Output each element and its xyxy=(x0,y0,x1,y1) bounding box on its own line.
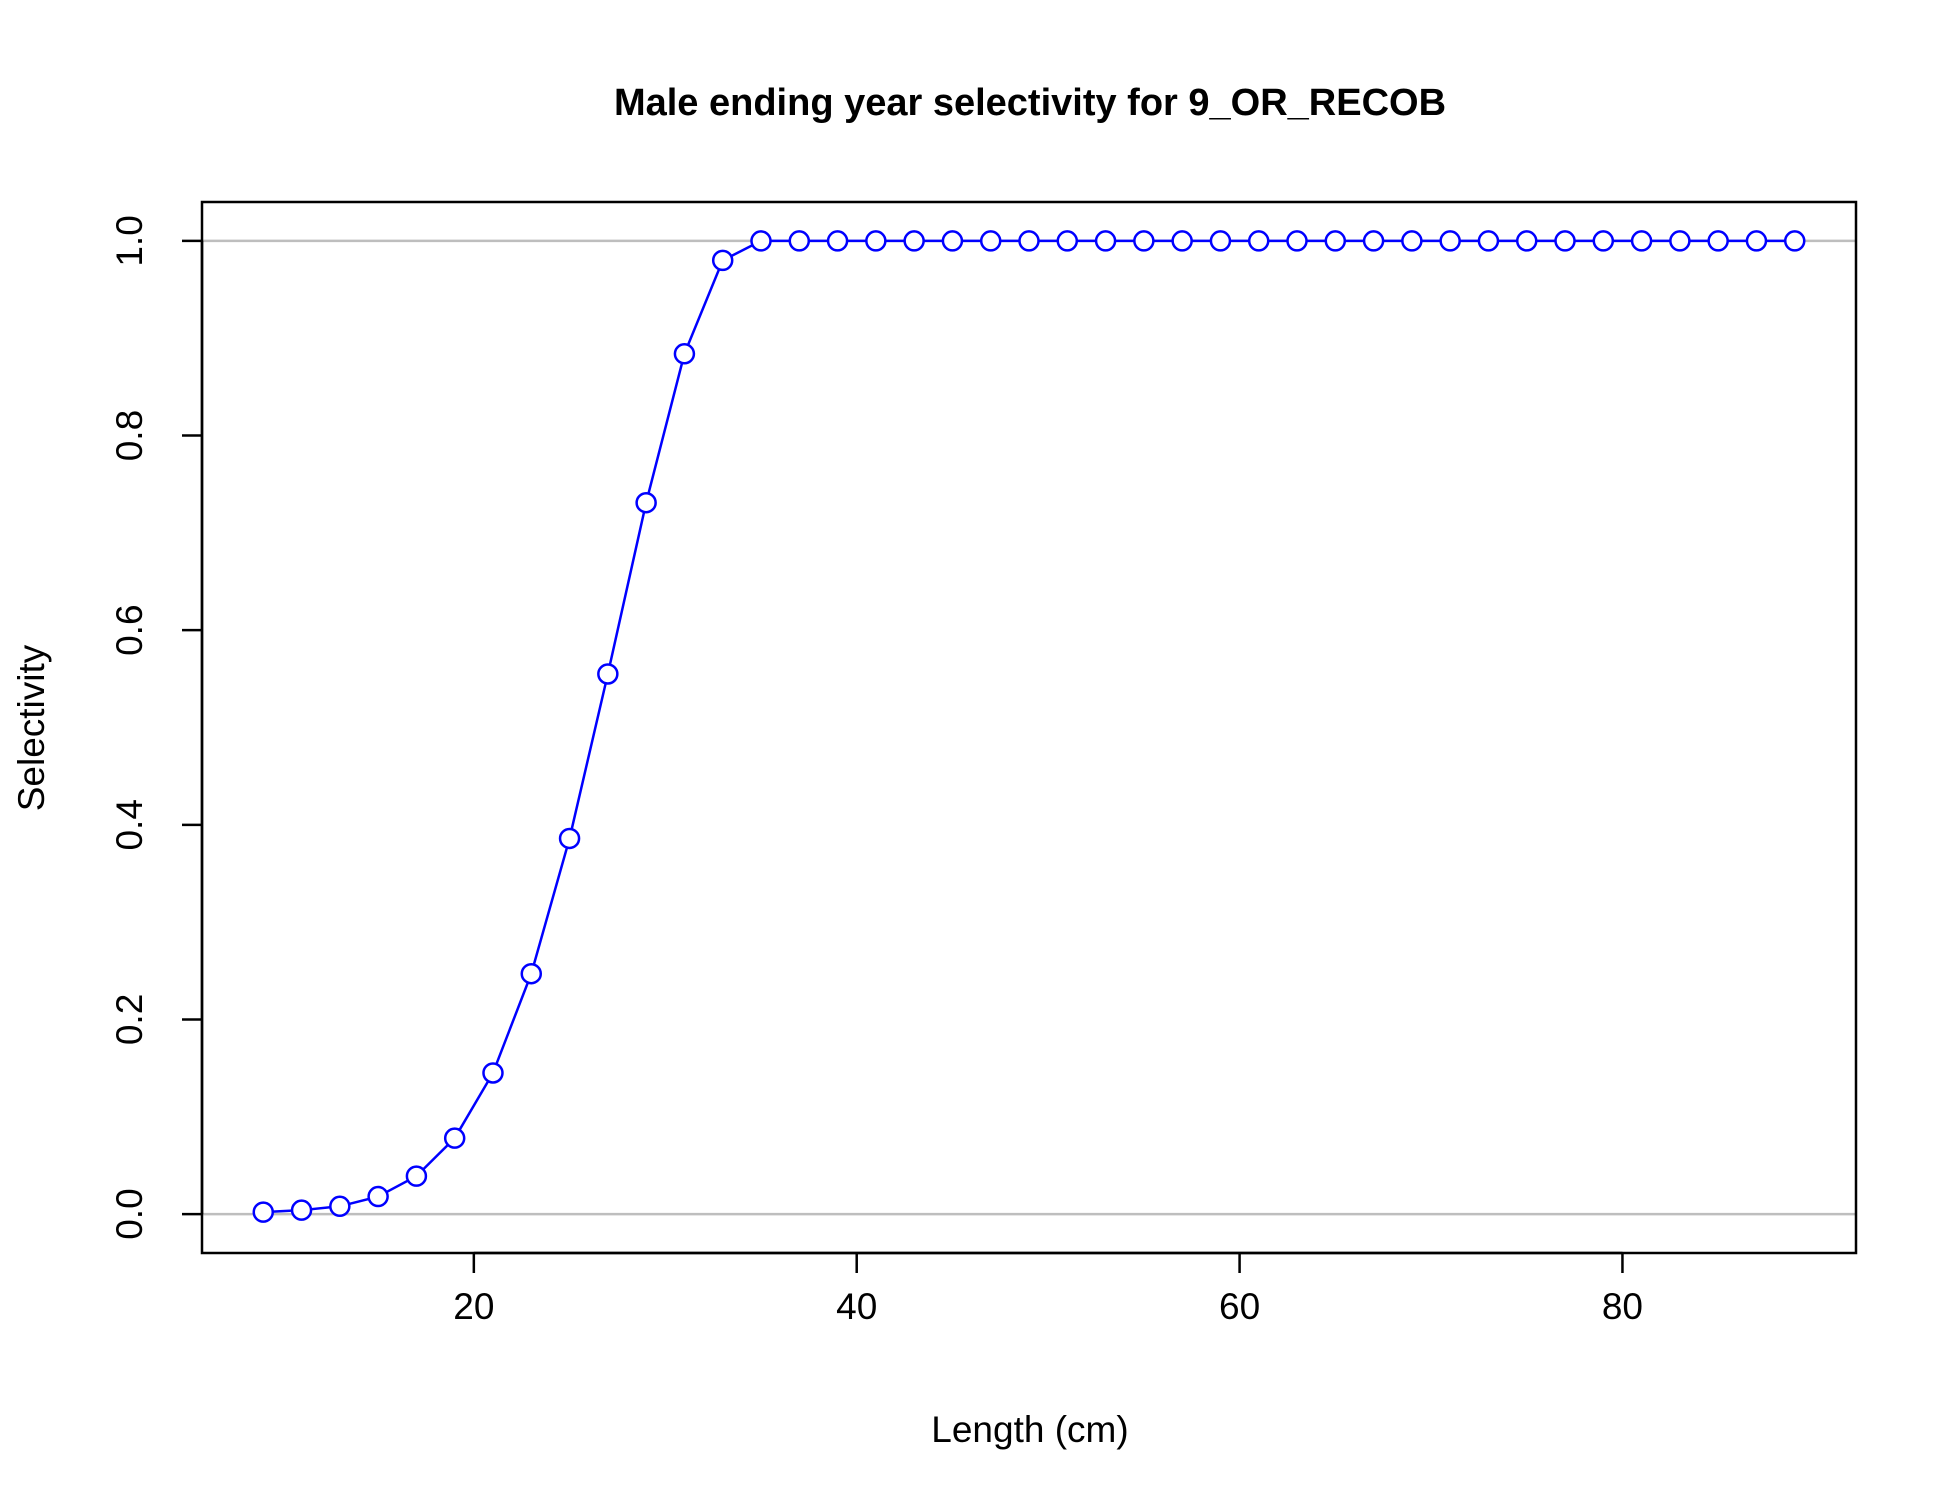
data-point xyxy=(1477,230,1500,252)
data-point xyxy=(1783,230,1806,252)
x-axis: 20 40 60 80 xyxy=(453,1251,1643,1327)
data-point xyxy=(1515,230,1538,252)
data-point xyxy=(1439,230,1461,252)
x-tick-label: 20 xyxy=(453,1286,494,1327)
data-point xyxy=(367,1185,389,1208)
data-point xyxy=(750,230,772,252)
chart-title: Male ending year selectivity for 9_OR_RE… xyxy=(614,82,1446,124)
data-point xyxy=(788,230,811,252)
data-point xyxy=(1171,230,1193,252)
plot-frame xyxy=(200,200,1858,1255)
data-point xyxy=(1592,230,1615,252)
data-point xyxy=(520,962,543,985)
data-point xyxy=(1401,230,1423,252)
data-point xyxy=(941,230,964,252)
y-axis: 0.0 0.2 0.4 0.6 0.8 1.0 xyxy=(109,215,204,1240)
data-point xyxy=(1362,230,1385,252)
data-point xyxy=(1554,230,1576,252)
data-point xyxy=(1209,230,1232,252)
data-point xyxy=(673,343,696,365)
y-tick-label: 0.0 xyxy=(109,1188,150,1239)
data-point xyxy=(1247,230,1270,252)
data-point xyxy=(597,663,619,685)
data-point xyxy=(903,230,925,252)
reference-lines xyxy=(202,239,1856,1216)
x-tick-label: 60 xyxy=(1219,1286,1260,1327)
data-point xyxy=(826,230,849,252)
data-point xyxy=(1286,230,1308,252)
data-point xyxy=(1018,230,1040,252)
data-point xyxy=(1630,230,1653,252)
y-axis-label: Selectivity xyxy=(11,644,52,811)
data-point xyxy=(443,1127,466,1149)
data-point xyxy=(1094,230,1117,252)
data-point xyxy=(558,827,581,850)
data-point xyxy=(979,230,1002,252)
y-tick-label: 0.2 xyxy=(109,994,150,1045)
data-point xyxy=(329,1195,351,1218)
y-tick-label: 0.6 xyxy=(109,604,150,655)
data-point xyxy=(405,1165,428,1187)
data-point xyxy=(1133,230,1155,252)
y-tick-label: 0.4 xyxy=(109,799,150,850)
data-point xyxy=(865,230,887,252)
data-point xyxy=(482,1062,504,1084)
data-point xyxy=(1707,230,1729,252)
data-point xyxy=(252,1201,275,1223)
data-point xyxy=(1669,230,1691,252)
data-point xyxy=(290,1199,313,1221)
x-tick-label: 80 xyxy=(1602,1286,1643,1327)
data-point xyxy=(711,249,734,272)
data-point xyxy=(1324,230,1347,252)
y-tick-label: 0.8 xyxy=(109,410,150,461)
data-point xyxy=(1745,230,1768,252)
series-selectivity xyxy=(252,230,1806,1223)
x-axis-label: Length (cm) xyxy=(931,1409,1128,1450)
data-point xyxy=(1056,230,1079,252)
x-tick-label: 40 xyxy=(836,1286,877,1327)
data-point xyxy=(635,491,657,514)
y-tick-label: 1.0 xyxy=(109,215,150,266)
